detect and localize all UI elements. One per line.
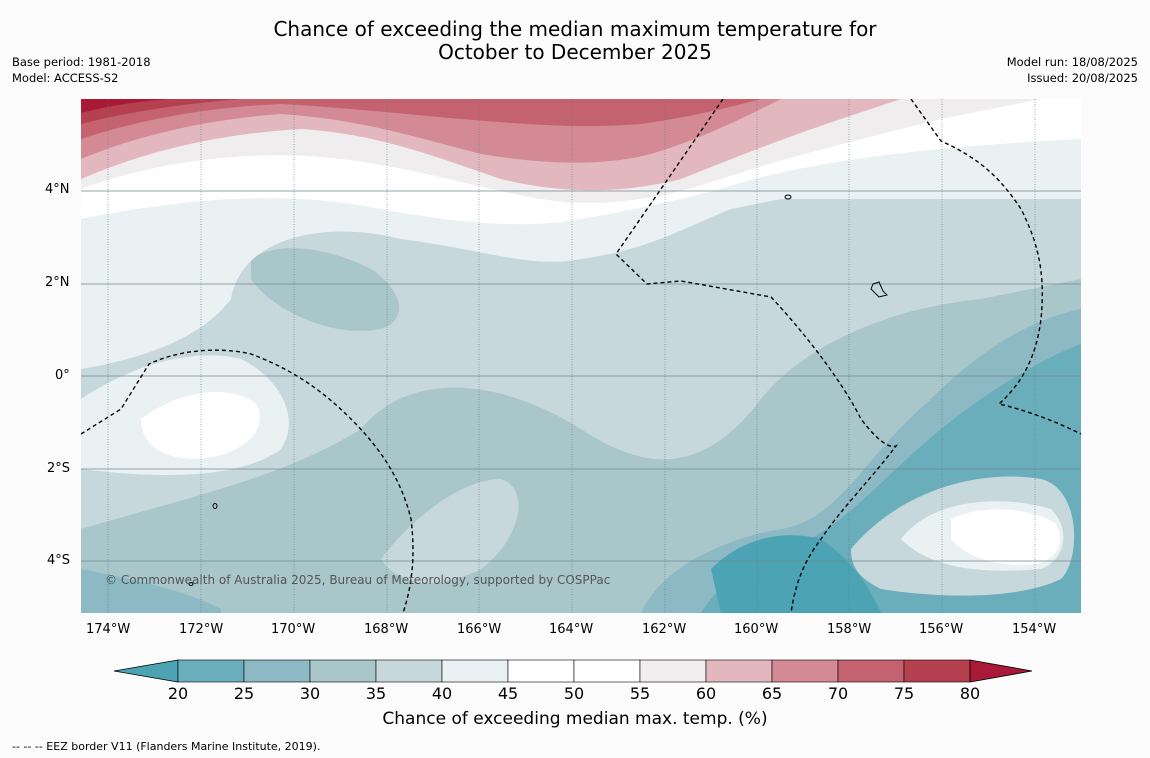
eez-borders	[81, 99, 1081, 613]
colorbar-tick: 40	[431, 684, 453, 703]
colorbar-tick: 20	[167, 684, 189, 703]
map-plot: © Commonwealth of Australia 2025, Bureau…	[81, 99, 1081, 613]
meta-left: Base period: 1981-2018 Model: ACCESS-S2	[12, 54, 151, 86]
colorbar-segment	[837, 659, 905, 683]
colorbar-arrow-low	[113, 659, 179, 683]
lon-tick: 156°W	[919, 622, 964, 637]
attribution-text: © Commonwealth of Australia 2025, Bureau…	[105, 573, 610, 587]
lon-tick: 168°W	[364, 622, 409, 637]
title-line-2: October to December 2025	[438, 40, 712, 64]
band-w-45-55	[141, 392, 260, 459]
colorbar-segment	[177, 659, 245, 683]
colorbar-segment	[309, 659, 377, 683]
model-run-text: Model run: 18/08/2025	[1006, 55, 1138, 69]
lon-tick: 174°W	[86, 622, 131, 637]
colorbar-tick: 45	[497, 684, 519, 703]
colorbar-segment	[771, 659, 839, 683]
band-n-above-80	[81, 99, 171, 113]
lat-tick: 4°N	[45, 182, 70, 197]
base-period-text: Base period: 1981-2018	[12, 55, 151, 69]
lon-tick: 164°W	[549, 622, 594, 637]
colorbar-tick: 75	[893, 684, 915, 703]
band-below-20	[711, 535, 881, 613]
band-n-70-75	[81, 99, 761, 139]
colorbar-tick: 70	[827, 684, 849, 703]
colorbar-segment	[705, 659, 773, 683]
colorbar-arrow-high	[969, 659, 1033, 683]
lat-tick: 4°S	[47, 553, 71, 568]
band-n-75-80	[81, 99, 241, 124]
lon-tick: 166°W	[457, 622, 502, 637]
colorbar-tick: 35	[365, 684, 387, 703]
lon-tick: 172°W	[179, 622, 224, 637]
parallel-gridlines	[81, 190, 1081, 562]
colorbar-segment	[441, 659, 509, 683]
colorbar-label: Chance of exceeding median max. temp. (%…	[382, 709, 768, 729]
colorbar-segment	[507, 659, 575, 683]
colorbar-segment	[375, 659, 443, 683]
lon-tick: 162°W	[642, 622, 687, 637]
colorbar-segment	[903, 659, 971, 683]
lat-tick: 2°S	[47, 461, 71, 476]
lat-tick: 2°N	[45, 275, 70, 290]
issued-text: Issued: 20/08/2025	[1027, 71, 1138, 85]
colorbar-tick: 80	[959, 684, 981, 703]
meridian-gridlines	[107, 99, 1036, 613]
model-text: Model: ACCESS-S2	[12, 71, 119, 85]
colorbar-segment	[573, 659, 641, 683]
lon-tick: 154°W	[1012, 622, 1057, 637]
islands	[188, 194, 888, 586]
footnote: -- -- -- EEZ border V11 (Flanders Marine…	[12, 740, 321, 753]
colorbar-segment	[639, 659, 707, 683]
colorbar	[113, 659, 1033, 683]
meta-right: Model run: 18/08/2025 Issued: 20/08/2025	[1007, 54, 1138, 86]
colorbar-tick: 25	[233, 684, 255, 703]
lat-tick: 0°	[55, 368, 70, 383]
colorbar-segment	[243, 659, 311, 683]
colorbar-tick: 65	[761, 684, 783, 703]
colorbar-tick: 30	[299, 684, 321, 703]
chart-title: Chance of exceeding the median maximum t…	[0, 18, 1150, 64]
band-30-35-patch	[251, 248, 400, 331]
colorbar-tick: 55	[629, 684, 651, 703]
title-line-1: Chance of exceeding the median maximum t…	[273, 17, 877, 41]
band-25-30-sw	[81, 569, 221, 613]
lon-tick: 160°W	[734, 622, 779, 637]
colorbar-tick: 60	[695, 684, 717, 703]
lon-tick: 158°W	[827, 622, 872, 637]
band-sc-35-40	[381, 479, 519, 583]
lon-tick: 170°W	[271, 622, 316, 637]
band-se-45-55	[951, 509, 1060, 565]
colorbar-tick: 50	[563, 684, 585, 703]
